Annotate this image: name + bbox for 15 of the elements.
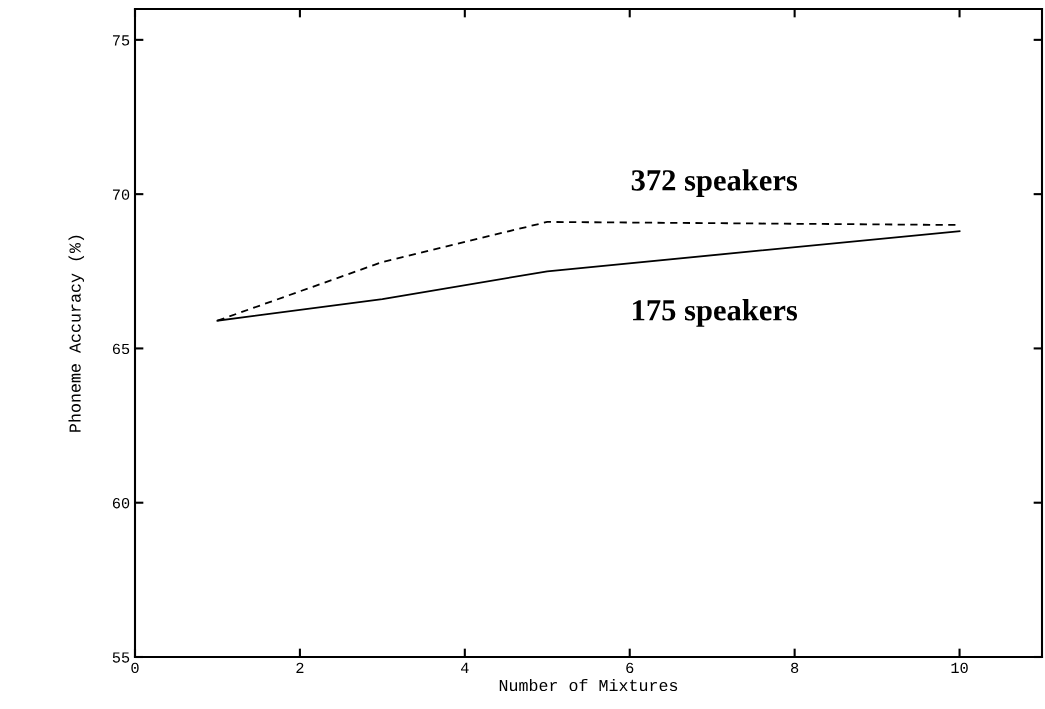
y-tick-label: 70 [112,189,130,200]
x-tick-label: 6 [626,662,634,674]
x-tick-label: 10 [951,662,968,674]
y-tick-label: 55 [112,652,130,663]
y-tick-label: 75 [112,35,130,46]
series-label: 372 speakers [631,169,798,197]
x-tick-label: 2 [296,662,304,673]
y-tick-label: 60 [112,498,130,509]
x-tick-label: 4 [461,662,469,673]
series-label: 175 speakers [633,299,798,327]
x-tick-label: 0 [131,662,139,674]
y-axis-title: Phoneme Accuracy (%) [68,235,85,432]
y-tick-label: 65 [112,343,130,355]
x-axis-title: Number of Mixtures [499,678,678,692]
x-tick-label: 8 [791,662,799,674]
